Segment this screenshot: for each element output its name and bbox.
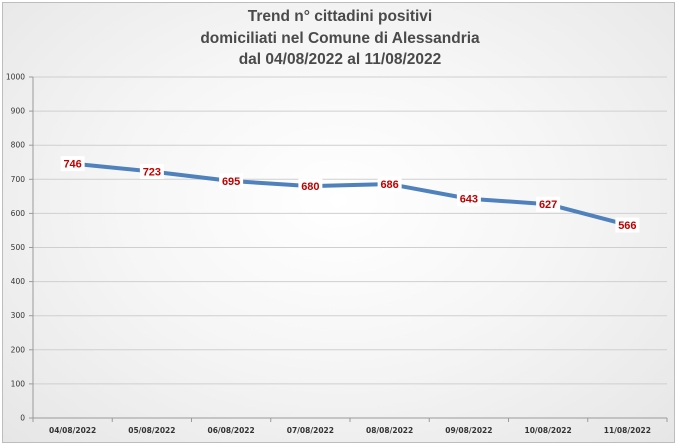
y-axis: 0 100 200 300 400 500 600 700 800 900 1000 bbox=[6, 73, 34, 423]
data-label-box bbox=[536, 196, 561, 212]
y-tick-label: 900 bbox=[11, 107, 26, 116]
y-tick-label: 0 bbox=[20, 414, 25, 423]
x-tick-label: 08/08/2022 bbox=[366, 426, 413, 435]
data-label-box bbox=[139, 163, 164, 179]
data-label-box bbox=[219, 173, 244, 189]
data-labels: 746 723 695 680 686 643 627 566 bbox=[60, 156, 640, 233]
chart-frame bbox=[2, 2, 675, 443]
series-line bbox=[70, 161, 630, 227]
x-tick-label: 04/08/2022 bbox=[49, 426, 96, 435]
chart-title-line-2: domiciliati nel Comune di Alessandria bbox=[200, 30, 480, 47]
data-label: 680 bbox=[301, 181, 319, 193]
data-label-box bbox=[298, 178, 323, 194]
data-label: 695 bbox=[222, 176, 240, 188]
y-tick-label: 800 bbox=[11, 141, 26, 150]
y-tick-label: 300 bbox=[11, 311, 26, 320]
y-tick-label: 600 bbox=[11, 209, 26, 218]
y-tick-label: 100 bbox=[11, 379, 26, 388]
x-tick-label: 09/08/2022 bbox=[445, 426, 492, 435]
data-label: 643 bbox=[460, 194, 478, 206]
y-tick-label: 1000 bbox=[6, 73, 25, 82]
x-tick-label: 05/08/2022 bbox=[128, 426, 175, 435]
y-tick-label: 700 bbox=[11, 175, 26, 184]
chart-title-line-1: Trend n° cittadini positivi bbox=[247, 8, 433, 25]
x-tick-label: 07/08/2022 bbox=[287, 426, 334, 435]
data-label-box bbox=[60, 156, 85, 172]
gridlines bbox=[33, 76, 667, 419]
data-label: 627 bbox=[539, 199, 557, 211]
data-label: 566 bbox=[618, 220, 636, 232]
y-tick-label: 200 bbox=[11, 345, 26, 354]
y-tick-label: 500 bbox=[11, 243, 26, 252]
x-tick-label: 06/08/2022 bbox=[208, 426, 255, 435]
data-label: 686 bbox=[380, 179, 398, 191]
data-label: 746 bbox=[63, 159, 81, 171]
x-axis: 04/08/2022 05/08/2022 06/08/2022 07/08/2022… bbox=[32, 418, 668, 435]
x-tick-label: 11/08/2022 bbox=[604, 426, 651, 435]
x-tick-label: 10/08/2022 bbox=[525, 426, 572, 435]
y-tick-label: 400 bbox=[11, 277, 26, 286]
data-label: 723 bbox=[143, 166, 161, 178]
data-label-box bbox=[377, 176, 402, 192]
chart-title-line-3: dal 04/08/2022 al 11/08/2022 bbox=[238, 51, 442, 68]
data-label-box bbox=[615, 217, 640, 233]
data-label-box bbox=[456, 191, 481, 207]
